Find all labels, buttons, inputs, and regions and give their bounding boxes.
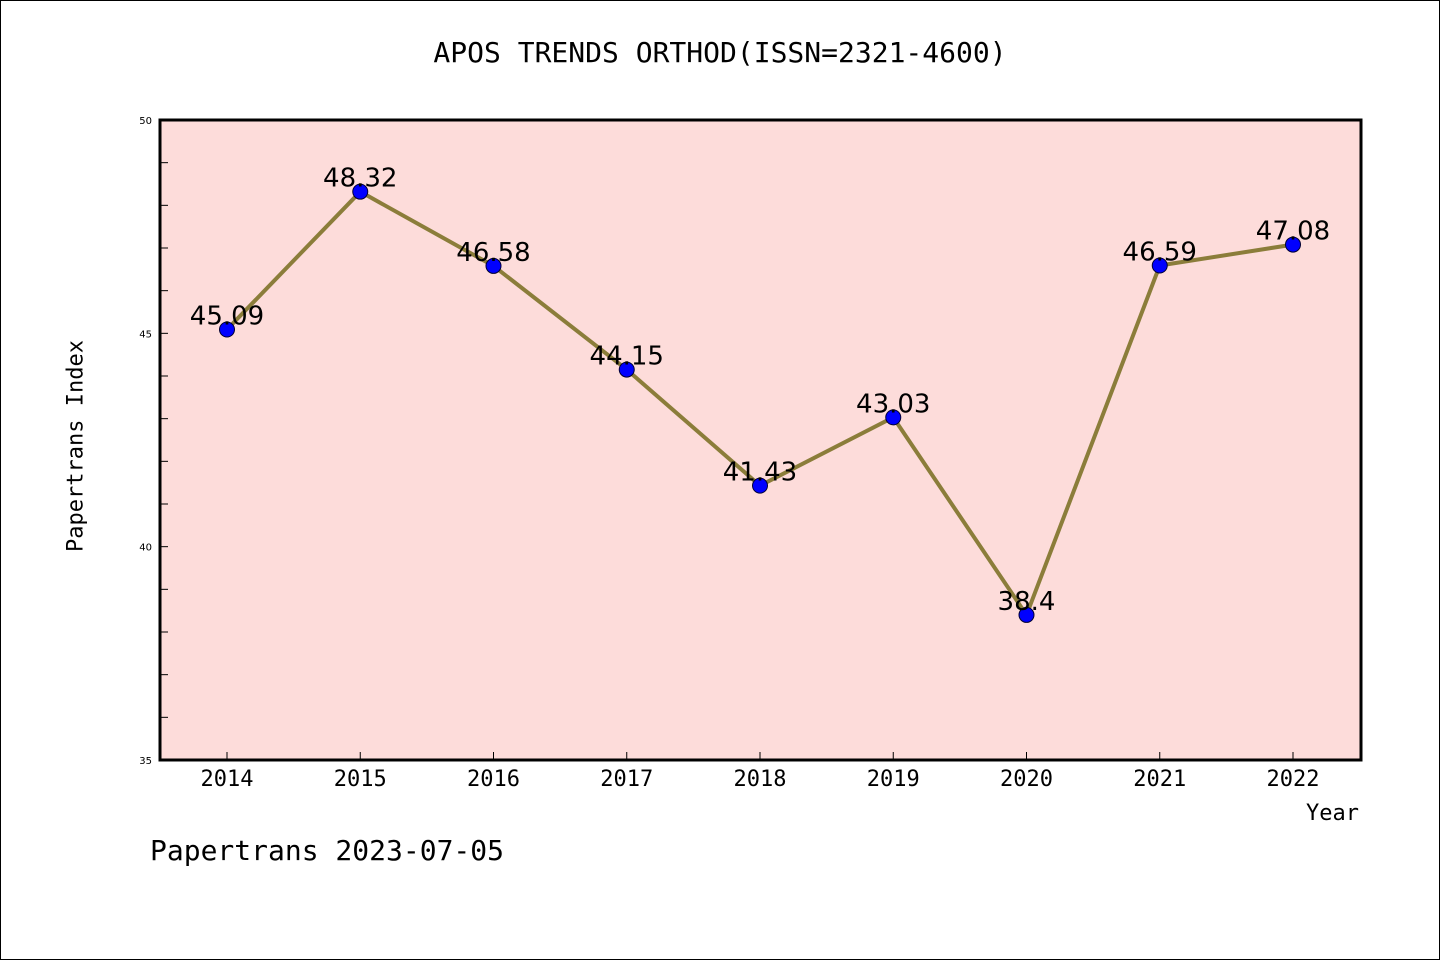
data-label: 44.15 [590,342,664,372]
data-labels-group: 45.09 48.32 46.58 44.15 41.43 43.03 38.4 46.59 4… [190,164,1330,617]
data-point [352,183,369,200]
data-point [618,361,635,378]
y-tick-label: 45 [139,329,152,340]
data-label: 46.58 [456,238,530,268]
x-axis: 2014 2015 2016 2017 2018 2019 2020 2021 2022 [201,752,1320,792]
x-tick-label: 2018 [734,767,787,792]
chart-title: APOS TRENDS ORTHOD(ISSN=2321-4600) [433,36,1007,69]
data-point [1018,606,1035,623]
x-tick-label: 2019 [867,767,920,792]
x-tick-label: 2021 [1133,767,1186,792]
y-tick-label: 35 [139,756,152,767]
y-tick-label: 40 [139,543,152,554]
data-point [1285,236,1301,253]
data-point [485,257,502,274]
x-axis-label: Year [1306,801,1359,826]
data-label: 41.43 [723,458,797,488]
data-label: 38.4 [998,587,1056,617]
data-point [752,477,768,494]
plot-area [160,120,1361,760]
data-label: 43.03 [856,389,930,419]
x-tick-label: 2017 [600,767,653,792]
data-point [219,321,235,338]
data-label: 48.32 [323,164,397,194]
y-tick-label: 50 [139,116,152,127]
x-tick-label: 2015 [334,767,387,792]
data-label: 46.59 [1123,237,1197,267]
markers-group [219,183,1301,623]
x-tick-label: 2022 [1267,767,1320,792]
x-tick-label: 2016 [467,767,520,792]
data-label: 47.08 [1256,217,1330,247]
plot-border [158,118,1363,762]
x-tick-label: 2014 [201,767,254,792]
data-point [885,409,902,426]
data-label: 45.09 [190,301,264,331]
footer-text: Papertrans 2023-07-05 [150,834,505,867]
data-point [1151,257,1168,274]
x-tick-label: 2020 [1000,767,1053,792]
